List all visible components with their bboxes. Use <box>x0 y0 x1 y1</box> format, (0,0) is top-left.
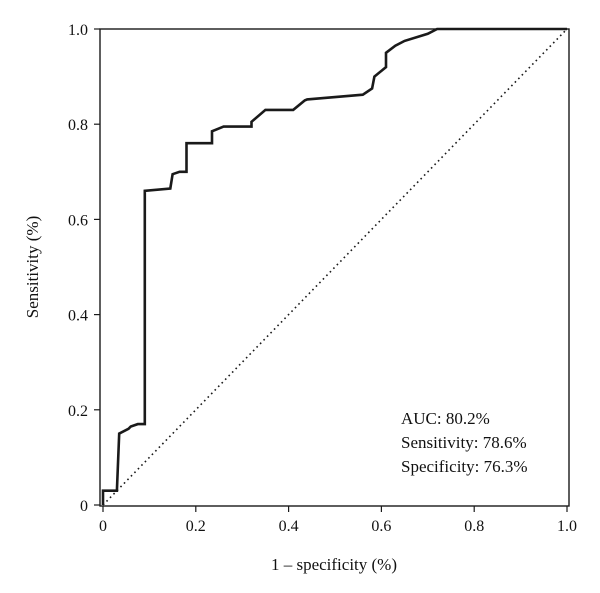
x-tick-label: 0 <box>99 518 107 535</box>
x-tick-label: 0.4 <box>279 518 299 535</box>
roc-curve <box>101 27 567 505</box>
x-tick-label: 0.6 <box>371 518 391 535</box>
x-tick-label: 0.8 <box>464 518 484 535</box>
x-tick-label: 0.2 <box>186 518 206 535</box>
y-tick-label: 0 <box>80 498 88 515</box>
y-tick-label: 0.2 <box>68 403 88 420</box>
series-layer <box>101 27 568 506</box>
x-axis-ticks: 0 0.2 0.4 0.6 0.8 1.0 <box>99 506 577 535</box>
y-axis-title: Sensitivity (%) <box>23 216 42 318</box>
y-tick-label: 0.8 <box>68 117 88 134</box>
y-tick-label: 0.4 <box>68 308 88 325</box>
y-tick-label: 0.6 <box>68 212 88 229</box>
x-axis-title: 1 – specificity (%) <box>271 555 397 574</box>
reference-diagonal-line <box>102 28 568 506</box>
x-tick-label: 1.0 <box>557 518 577 535</box>
y-tick-label: 1.0 <box>68 22 88 39</box>
annotation-sensitivity: Sensitivity: 78.6% <box>401 433 527 452</box>
y-axis-ticks: 0 0.2 0.4 0.6 0.8 1.0 <box>68 22 100 515</box>
annotation-auc: AUC: 80.2% <box>401 409 490 428</box>
plot-frame <box>99 28 570 507</box>
annotation-specificity: Specificity: 76.3% <box>401 457 528 476</box>
stats-annotation: AUC: 80.2% Sensitivity: 78.6% Specificit… <box>401 409 528 476</box>
